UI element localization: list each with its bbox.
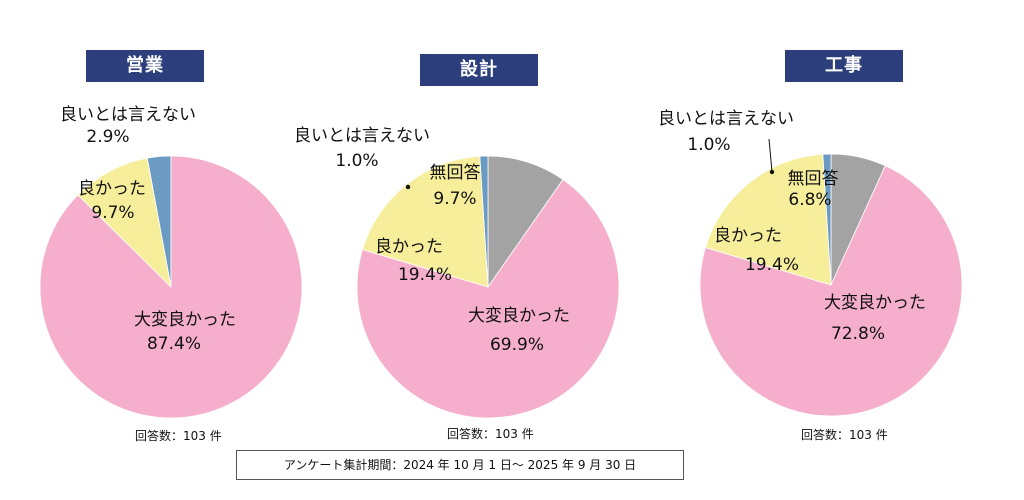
pie-slice-sales-good [77, 157, 172, 289]
chart-title-construction: 工事 [785, 50, 903, 82]
pie-slice-design-good [361, 155, 489, 288]
slice-value-design-not-good: 1.0% [335, 151, 378, 171]
slice-value-construction-very-good: 72.8% [831, 324, 885, 344]
response-count-construction: 回答数：103 件 [801, 428, 888, 442]
leader-dot-construction-not-good [769, 169, 775, 175]
leader-line-construction-not-good [768, 138, 773, 173]
slice-value-sales-not-good: 2.9% [86, 127, 129, 147]
chart-title-design: 設計 [420, 54, 538, 86]
response-count-design: 回答数：103 件 [447, 427, 534, 441]
slice-value-design-no-answer: 9.7% [433, 189, 476, 209]
pie-slice-construction-very-good [699, 165, 963, 417]
response-count-sales: 回答数：103 件 [135, 429, 222, 443]
slice-value-design-good: 19.4% [398, 265, 452, 285]
slice-label-design-not-good: 良いとは言えない [294, 126, 430, 146]
pie-slice-construction-good [704, 153, 832, 286]
chart-title-sales: 営業 [86, 50, 204, 82]
slice-value-construction-not-good: 1.0% [687, 135, 730, 155]
slice-value-construction-no-answer: 6.8% [788, 190, 831, 210]
slice-label-design-good: 良かった [375, 237, 443, 257]
slice-label-sales-not-good: 良いとは言えない [60, 105, 196, 125]
slice-label-sales-very-good: 大変良かった [134, 310, 236, 330]
slice-label-design-no-answer: 無回答 [430, 163, 481, 183]
slice-label-sales-good: 良かった [78, 179, 146, 199]
slice-label-construction-no-answer: 無回答 [788, 169, 839, 189]
slice-value-design-very-good: 69.9% [490, 335, 544, 355]
pie-slice-sales-very-good [39, 155, 303, 419]
slice-value-sales-good: 9.7% [91, 203, 134, 223]
slice-value-construction-good: 19.4% [745, 255, 799, 275]
pie-slice-design-very-good [356, 179, 620, 419]
slice-label-construction-not-good: 良いとは言えない [658, 109, 794, 129]
pie-slice-design-no-answer [487, 155, 564, 289]
slice-label-construction-good: 良かった [714, 226, 782, 246]
slice-label-construction-very-good: 大変良かった [824, 293, 926, 313]
leader-dot-design-not-good [405, 184, 411, 190]
slice-value-sales-very-good: 87.4% [147, 334, 201, 354]
slice-label-design-very-good: 大変良かった [468, 306, 570, 326]
survey-period: アンケート集計期間：2024 年 10 月 1 日～ 2025 年 9 月 30… [236, 450, 684, 480]
